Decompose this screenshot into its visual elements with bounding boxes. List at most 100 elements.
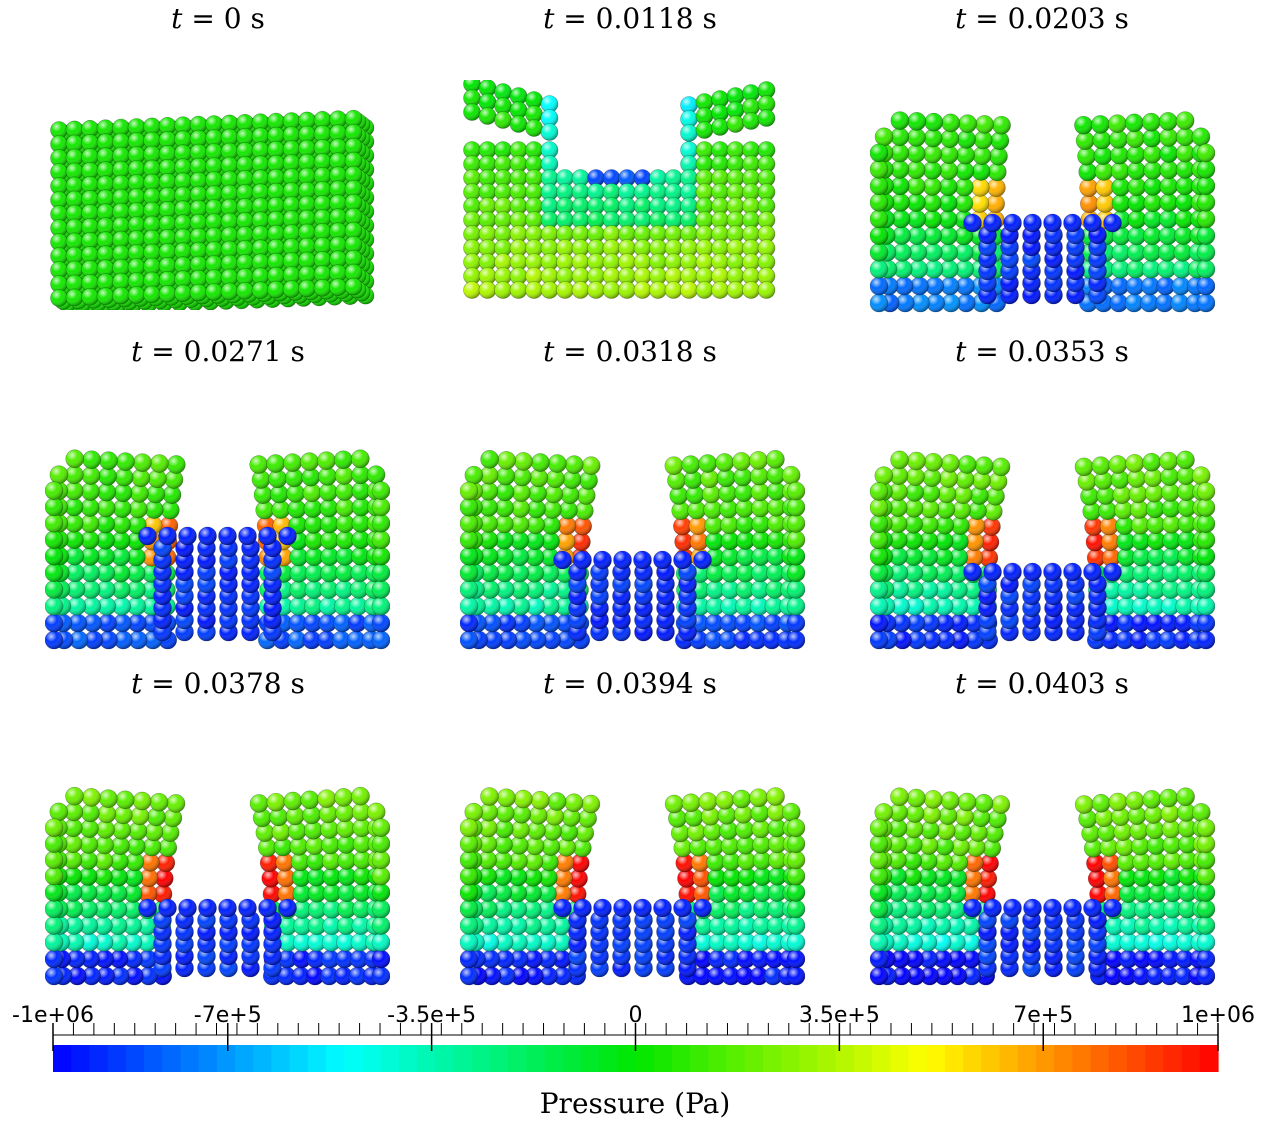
particle bbox=[478, 155, 497, 173]
particle bbox=[742, 183, 760, 201]
particle bbox=[81, 949, 100, 969]
particle bbox=[166, 455, 186, 474]
particle bbox=[483, 630, 503, 650]
particle bbox=[509, 239, 528, 257]
colorbar-swatch bbox=[1126, 1045, 1146, 1072]
colorbar-swatch bbox=[963, 1045, 982, 1072]
particle bbox=[238, 526, 257, 546]
particle bbox=[1177, 498, 1197, 517]
particle bbox=[266, 792, 286, 812]
particle bbox=[1110, 276, 1130, 296]
particle bbox=[1161, 483, 1180, 502]
particle bbox=[174, 270, 192, 288]
particle bbox=[526, 515, 545, 535]
particle bbox=[587, 211, 605, 229]
particle bbox=[704, 515, 723, 535]
particle bbox=[511, 483, 531, 502]
particle bbox=[571, 281, 590, 299]
particle bbox=[924, 112, 944, 132]
particle bbox=[255, 500, 275, 520]
particle bbox=[723, 916, 742, 936]
particle bbox=[870, 160, 889, 179]
particle bbox=[478, 239, 497, 257]
particle bbox=[1147, 933, 1167, 952]
particle bbox=[893, 243, 912, 262]
colorbar-swatch bbox=[690, 1045, 709, 1072]
particle bbox=[749, 596, 769, 616]
particle bbox=[108, 900, 128, 919]
particle bbox=[573, 898, 592, 918]
particle bbox=[1144, 483, 1164, 503]
particle bbox=[81, 246, 99, 264]
particle bbox=[719, 499, 738, 519]
particle bbox=[891, 949, 910, 969]
particle bbox=[1132, 852, 1151, 872]
particle bbox=[870, 818, 889, 838]
particle bbox=[509, 253, 528, 271]
particle bbox=[510, 966, 530, 986]
particle bbox=[1141, 112, 1161, 132]
particle bbox=[531, 453, 550, 472]
particle bbox=[735, 515, 755, 534]
particle bbox=[205, 157, 223, 175]
particle bbox=[664, 456, 684, 476]
particle bbox=[556, 169, 574, 187]
particle bbox=[680, 197, 698, 215]
particle bbox=[302, 805, 321, 825]
particle bbox=[751, 563, 770, 583]
particle bbox=[1133, 916, 1153, 936]
particle bbox=[742, 169, 760, 187]
particle bbox=[1175, 127, 1195, 147]
particle bbox=[112, 596, 131, 616]
particle bbox=[939, 243, 958, 262]
particle bbox=[765, 580, 785, 599]
particle bbox=[320, 563, 339, 583]
particle bbox=[1196, 226, 1215, 245]
particle bbox=[497, 451, 516, 470]
particle bbox=[950, 630, 970, 650]
particle bbox=[737, 867, 757, 887]
particle bbox=[711, 253, 729, 271]
particle bbox=[673, 550, 692, 570]
particle bbox=[267, 154, 285, 173]
particle bbox=[1196, 899, 1215, 919]
particle bbox=[695, 169, 714, 187]
particle bbox=[127, 216, 146, 234]
particle bbox=[726, 141, 745, 159]
particle bbox=[1142, 790, 1162, 809]
colorbar-swatch bbox=[289, 1045, 309, 1072]
particle bbox=[1175, 143, 1195, 163]
particle bbox=[96, 273, 115, 291]
particle bbox=[971, 178, 990, 197]
particle bbox=[80, 932, 99, 952]
particle bbox=[460, 916, 479, 935]
particle bbox=[870, 143, 889, 163]
particle bbox=[537, 916, 557, 936]
particle bbox=[541, 613, 560, 633]
particle bbox=[904, 498, 924, 518]
colorbar-swatch bbox=[180, 1045, 200, 1072]
particle bbox=[478, 211, 497, 229]
particle bbox=[987, 178, 1006, 198]
particle bbox=[874, 466, 894, 485]
particle bbox=[113, 483, 133, 503]
particle bbox=[137, 933, 157, 952]
particle bbox=[1127, 469, 1146, 488]
particle bbox=[978, 869, 998, 888]
particle bbox=[940, 791, 960, 810]
particle bbox=[1177, 530, 1197, 550]
particle bbox=[968, 501, 987, 521]
particle bbox=[721, 563, 740, 583]
particle bbox=[1063, 898, 1082, 918]
particle bbox=[158, 526, 177, 546]
particle bbox=[540, 597, 560, 616]
particle bbox=[1147, 547, 1166, 567]
particle bbox=[50, 233, 68, 251]
particle bbox=[65, 563, 85, 583]
particle bbox=[460, 630, 479, 650]
particle bbox=[649, 211, 667, 229]
particle bbox=[1077, 146, 1096, 166]
colorbar-swatch bbox=[326, 1045, 345, 1072]
particle bbox=[903, 835, 923, 855]
particle bbox=[757, 81, 776, 99]
